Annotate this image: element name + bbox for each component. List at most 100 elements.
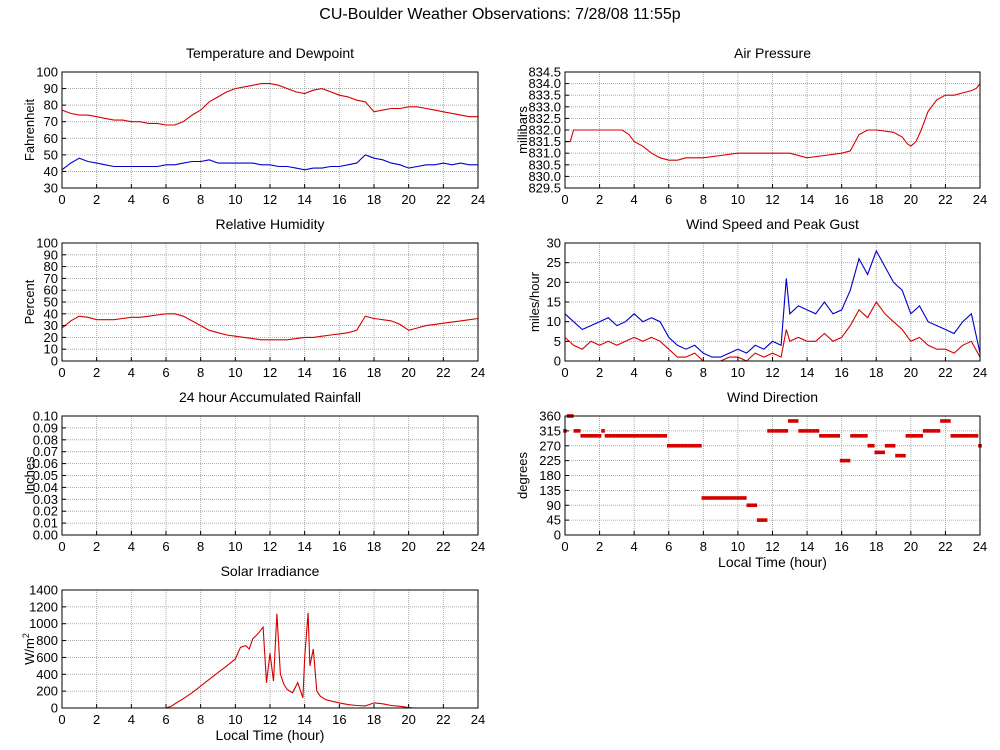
data-point [922, 429, 927, 433]
data-point [590, 434, 595, 438]
x-tick-label: 16 [834, 365, 848, 380]
y-tick-label: 180 [539, 468, 561, 483]
data-point [898, 453, 903, 458]
x-tick-label: 24 [471, 365, 485, 380]
x-tick-label: 16 [332, 539, 346, 554]
x-tick-label: 22 [436, 712, 450, 727]
chart-title: Relative Humidity [216, 216, 325, 232]
data-point [850, 434, 854, 438]
x-tick-label: 20 [904, 365, 918, 380]
y-tick-label: 50 [44, 295, 58, 310]
x-tick-label: 10 [731, 539, 745, 554]
chart-pressure: 0 2 4 6 8 10 12 14 16 18 20 22 24829.5830.0830.5831.… [515, 45, 987, 207]
data-point [836, 434, 841, 438]
x-tick-label: 0 [561, 365, 568, 380]
data-point [915, 434, 920, 438]
x-tick-label: 18 [367, 539, 381, 554]
series-line-1 [61, 313, 479, 341]
x-tick-label: 24 [471, 539, 485, 554]
x-tick-label: 18 [869, 192, 883, 207]
y-tick-label: 40 [44, 306, 58, 321]
y-tick-label: 800 [36, 633, 58, 648]
chart-winddir: 0 2 4 6 8 10 12 14 16 18 20 22 240459013518022527031… [515, 389, 987, 570]
x-tick-label: 0 [561, 192, 568, 207]
x-tick-label: 12 [765, 192, 779, 207]
x-tick-label: 6 [162, 192, 169, 207]
x-tick-label: 0 [561, 539, 568, 554]
y-tick-label: 30 [547, 236, 561, 251]
x-tick-label: 20 [904, 192, 918, 207]
data-point [787, 419, 792, 423]
x-tick-label: 6 [162, 712, 169, 727]
y-tick-label: 0 [554, 354, 561, 369]
data-point [621, 434, 626, 438]
data-point [843, 458, 847, 463]
y-tick-label: 0.02 [33, 504, 58, 519]
data-point [604, 434, 609, 438]
data-point [670, 443, 675, 448]
y-axis-label: millibars [515, 106, 530, 154]
data-point [760, 518, 764, 522]
y-tick-label: 0.08 [33, 432, 58, 447]
data-point [666, 443, 671, 448]
data-point [635, 434, 640, 438]
x-tick-label: 16 [834, 539, 848, 554]
data-point [805, 429, 809, 433]
data-point [625, 434, 630, 438]
data-point [964, 434, 968, 438]
x-tick-label: 14 [800, 192, 814, 207]
data-point [791, 419, 796, 423]
data-point [632, 434, 636, 438]
y-tick-label: 0.01 [33, 516, 58, 531]
data-point [753, 503, 758, 508]
chart-title: Wind Speed and Peak Gust [686, 216, 859, 232]
data-point [746, 503, 751, 508]
series-line-1 [61, 83, 478, 126]
x-tick-label: 12 [263, 712, 277, 727]
data-point [819, 434, 823, 438]
data-point [864, 434, 868, 438]
y-tick-label: 600 [36, 650, 58, 665]
x-tick-label: 14 [297, 365, 311, 380]
data-point [653, 434, 657, 438]
y-tick-label: 270 [539, 438, 561, 453]
data-point [940, 419, 944, 423]
x-tick-label: 2 [596, 539, 603, 554]
data-point [967, 434, 972, 438]
series-line-1 [564, 249, 981, 358]
x-tick-label: 12 [765, 539, 779, 554]
y-tick-label: 0.00 [33, 528, 58, 543]
x-tick-label: 8 [197, 539, 204, 554]
x-tick-label: 22 [938, 365, 952, 380]
data-point [698, 443, 702, 448]
x-tick-label: 18 [869, 539, 883, 554]
y-tick-label: 20 [547, 275, 561, 290]
chart-title: Solar Irradiance [221, 563, 320, 579]
y-tick-label: 0.04 [33, 480, 58, 495]
y-axis-label-superscript: 2 [21, 633, 31, 638]
x-tick-label: 2 [596, 192, 603, 207]
x-tick-label: 2 [93, 365, 100, 380]
data-point [798, 429, 802, 433]
x-tick-label: 8 [197, 192, 204, 207]
data-point [663, 434, 668, 438]
x-tick-label: 6 [162, 365, 169, 380]
data-point [829, 434, 834, 438]
x-tick-label: 4 [631, 539, 638, 554]
y-axis-label: miles/hour [527, 271, 542, 332]
data-point [957, 434, 962, 438]
y-tick-label: 833.5 [528, 88, 561, 103]
data-point [687, 443, 692, 448]
series-line-1 [565, 83, 981, 161]
x-tick-label: 20 [401, 712, 415, 727]
x-tick-label: 6 [665, 192, 672, 207]
chart-title: Air Pressure [734, 45, 811, 61]
y-tick-label: 830.0 [528, 169, 561, 184]
data-point [639, 434, 643, 438]
x-tick-label: 24 [471, 712, 485, 727]
data-point [684, 443, 688, 448]
data-point [649, 434, 654, 438]
chart-rh: 0 2 4 6 8 10 12 14 16 18 20 22 240102030405060708090… [22, 216, 485, 380]
